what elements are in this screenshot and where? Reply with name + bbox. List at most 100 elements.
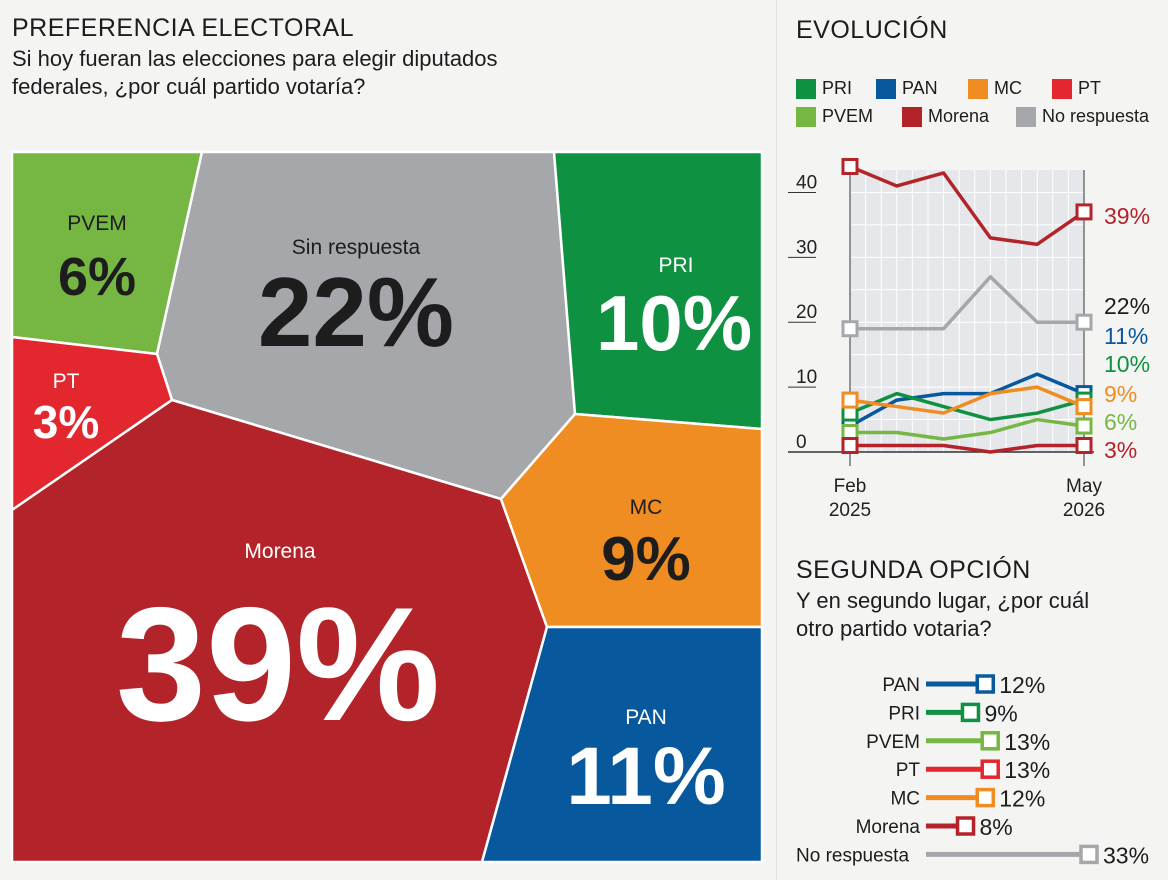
series-marker bbox=[1075, 417, 1093, 435]
series-end-label: 3% bbox=[1104, 437, 1137, 463]
legend-swatch bbox=[968, 78, 988, 99]
second-value-label: 33% bbox=[1103, 842, 1149, 868]
series-marker bbox=[1075, 313, 1093, 331]
y-tick-label: 30 bbox=[796, 237, 817, 258]
series-end-label: 10% bbox=[1104, 351, 1150, 377]
series-line bbox=[849, 164, 1085, 247]
second-category-label: PAN bbox=[882, 675, 920, 696]
second-bar-marker bbox=[960, 702, 981, 723]
second-value-label: 12% bbox=[999, 672, 1045, 698]
legend-label: PAN bbox=[902, 78, 938, 98]
series-pvem: 6% bbox=[841, 409, 1137, 442]
legend-label: PT bbox=[1078, 78, 1102, 98]
series-pt: 3% bbox=[841, 437, 1137, 463]
treemap-cell-label: Morena bbox=[244, 540, 316, 563]
second-title: SEGUNDA OPCIÓN bbox=[796, 556, 1031, 584]
evolution-title: EVOLUCIÓN bbox=[796, 16, 948, 44]
second-category-label: No respuesta bbox=[796, 845, 909, 866]
legend-swatch bbox=[796, 106, 816, 127]
legend-swatch bbox=[1052, 78, 1072, 99]
x-tick-label-year: 2026 bbox=[1063, 500, 1105, 521]
y-tick-label: 40 bbox=[796, 172, 817, 193]
series-line bbox=[850, 443, 1084, 454]
series-marker bbox=[841, 437, 859, 455]
second-option-bar-chart: PAN 12%PRI 9%PVEM 13%PT 13%MC 12%Morena 8%No r… bbox=[796, 672, 1149, 868]
treemap-cell-value: 9% bbox=[601, 525, 691, 594]
second-value-label: 12% bbox=[999, 786, 1045, 812]
y-tick-label: 10 bbox=[796, 367, 817, 388]
series-end-label: 22% bbox=[1104, 293, 1150, 319]
legend-item-no-respuesta: No respuesta bbox=[1016, 106, 1149, 127]
second-category-label: PRI bbox=[888, 703, 920, 724]
column-divider bbox=[776, 0, 777, 880]
treemap-cell-label: MC bbox=[630, 496, 663, 519]
series-end-label: 9% bbox=[1104, 381, 1137, 407]
legend-label: PRI bbox=[822, 78, 853, 98]
treemap-cell-value: 6% bbox=[58, 247, 136, 307]
second-row-pt: PT 13% bbox=[896, 757, 1051, 783]
legend-item-pan: PAN bbox=[876, 78, 938, 99]
series-end-label: 39% bbox=[1104, 203, 1150, 229]
treemap-cell-label: PRI bbox=[658, 254, 693, 277]
legend-item-mc: MC bbox=[968, 78, 1022, 99]
second-bar-marker bbox=[980, 731, 1000, 751]
series-line bbox=[850, 275, 1084, 331]
series-marker bbox=[1075, 437, 1093, 455]
series-mc: 9% bbox=[841, 381, 1137, 416]
second-value-label: 8% bbox=[980, 814, 1013, 840]
legend-swatch bbox=[902, 106, 922, 127]
second-value-label: 13% bbox=[1004, 757, 1050, 783]
second-row-pan: PAN 12% bbox=[882, 672, 1045, 698]
evolution-line-chart: 0 10 20 30 40 Feb 2025 May 2026 39% 22% 11%10% 9%6%3… bbox=[788, 157, 1150, 521]
series-end-label: 6% bbox=[1104, 409, 1137, 435]
second-row-pvem: PVEM 13% bbox=[866, 729, 1050, 755]
second-subtitle-line1: Y en segundo lugar, ¿por cuál bbox=[796, 588, 1090, 613]
legend-item-pri: PRI bbox=[796, 78, 852, 99]
series-marker bbox=[1075, 203, 1093, 221]
series-end-label: 11% bbox=[1104, 323, 1148, 349]
legend-item-pvem: PVEM bbox=[796, 106, 873, 127]
second-bar-marker bbox=[975, 674, 996, 694]
second-category-label: MC bbox=[890, 789, 920, 810]
series-marker bbox=[841, 391, 859, 409]
grid bbox=[850, 170, 1084, 452]
treemap-cell-label: PVEM bbox=[67, 212, 127, 235]
series-line bbox=[850, 417, 1085, 441]
main-subtitle-line1: Si hoy fueran las elecciones para elegir… bbox=[12, 46, 498, 71]
series-no-respuesta: 22% bbox=[841, 275, 1150, 338]
second-row-pri: PRI 9% bbox=[888, 700, 1017, 726]
y-tick-label: 0 bbox=[796, 432, 807, 453]
treemap-cell-value: 39% bbox=[116, 574, 440, 755]
series-marker bbox=[1075, 398, 1093, 416]
second-subtitle-line2: otro partido votaria? bbox=[796, 616, 992, 641]
second-row-mc: MC 12% bbox=[890, 786, 1045, 812]
legend-label: Morena bbox=[928, 106, 990, 126]
treemap-cell-value: 3% bbox=[33, 396, 99, 448]
series-line bbox=[849, 385, 1085, 415]
y-tick-label: 20 bbox=[796, 302, 817, 323]
second-category-label: PT bbox=[896, 760, 921, 781]
second-row-morena: Morena 8% bbox=[856, 814, 1013, 840]
series-morena: 39% bbox=[841, 157, 1150, 247]
legend-item-morena: Morena bbox=[902, 106, 989, 127]
second-bar-marker bbox=[955, 816, 976, 836]
x-tick-label-month: Feb bbox=[834, 476, 867, 497]
x-tick-label-month: May bbox=[1066, 476, 1102, 497]
second-value-label: 9% bbox=[984, 700, 1017, 726]
treemap-cell-value: 10% bbox=[596, 279, 752, 367]
second-bar-marker bbox=[980, 759, 1000, 779]
series-marker bbox=[841, 157, 859, 175]
legend-swatch bbox=[1016, 106, 1036, 127]
legend-item-pt: PT bbox=[1052, 78, 1101, 99]
legend-label: MC bbox=[994, 78, 1022, 98]
treemap-cell-label: PAN bbox=[625, 706, 667, 729]
second-value-label: 13% bbox=[1004, 729, 1050, 755]
second-bar-marker bbox=[975, 787, 996, 808]
second-category-label: Morena bbox=[856, 817, 921, 838]
main-subtitle-line2: federales, ¿por cuál partido votaría? bbox=[12, 74, 366, 99]
second-row-no-respuesta: No respuesta 33% bbox=[796, 842, 1149, 868]
second-bar-marker bbox=[1079, 844, 1099, 865]
main-title: PREFERENCIA ELECTORAL bbox=[12, 14, 355, 42]
legend-label: PVEM bbox=[822, 106, 874, 126]
